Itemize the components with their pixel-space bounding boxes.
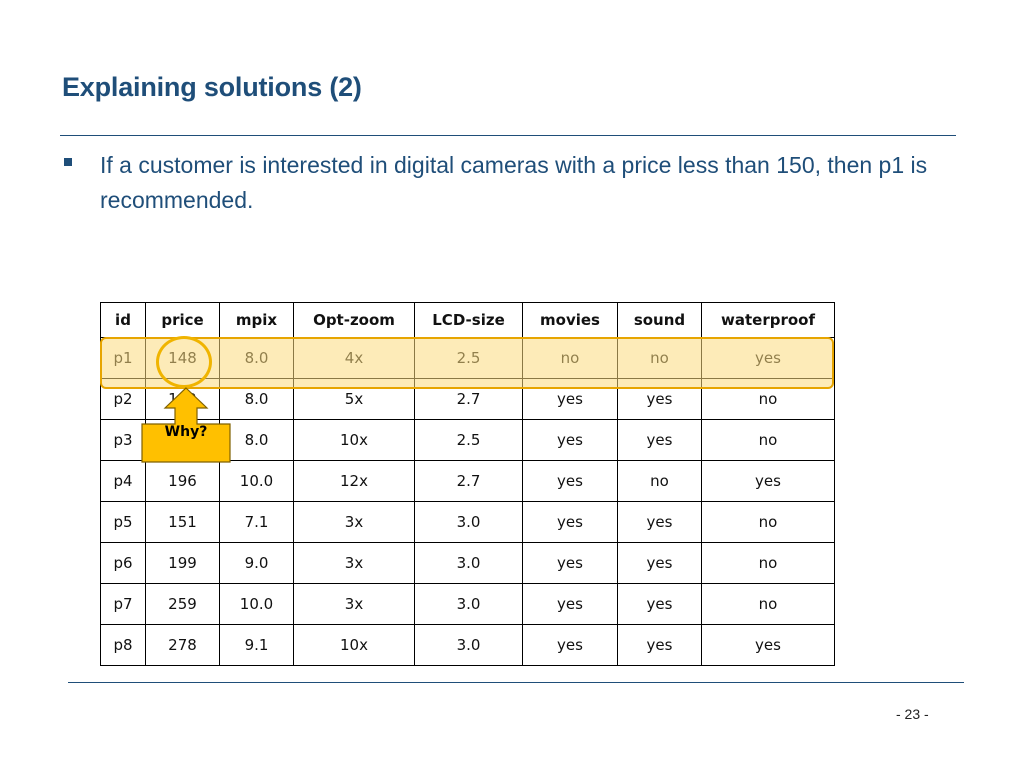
table-cell: 199: [145, 542, 220, 584]
header-mpix: mpix: [219, 302, 294, 338]
table-cell: 5x: [293, 378, 415, 420]
table-cell: no: [701, 378, 835, 420]
slide-title: Explaining solutions (2): [62, 72, 362, 102]
table-cell: 278: [145, 624, 220, 666]
table-cell: yes: [617, 378, 702, 420]
camera-table: id price mpix Opt-zoom LCD-size movies s…: [100, 302, 835, 666]
table-cell: yes: [617, 419, 702, 461]
table-cell: 3.0: [414, 501, 523, 543]
table-cell: 9.0: [219, 542, 294, 584]
header-movies: movies: [522, 302, 618, 338]
table-row: p6 199 9.0 3x 3.0 yes yes no: [100, 542, 835, 584]
table-cell: p5: [100, 501, 146, 543]
table-cell: 2.5: [414, 337, 523, 379]
title-divider: [60, 135, 956, 136]
table-cell: 9.1: [219, 624, 294, 666]
table-cell: 2.7: [414, 460, 523, 502]
why-callout-shape: [141, 387, 231, 463]
table-cell: yes: [617, 501, 702, 543]
table-cell: 3x: [293, 583, 415, 625]
table-cell: 3.0: [414, 542, 523, 584]
table-cell: 3.0: [414, 583, 523, 625]
table-cell: no: [701, 542, 835, 584]
table-cell: p6: [100, 542, 146, 584]
table-cell: no: [701, 419, 835, 461]
table-cell: 10x: [293, 624, 415, 666]
table-cell: yes: [701, 337, 835, 379]
table-header-row: id price mpix Opt-zoom LCD-size movies s…: [100, 302, 835, 338]
table-cell: 151: [145, 501, 220, 543]
table-row: p3 189 8.0 10x 2.5 yes yes no: [100, 419, 835, 461]
table-cell: p1: [100, 337, 146, 379]
table-cell: yes: [522, 583, 618, 625]
header-waterproof: waterproof: [701, 302, 835, 338]
header-id: id: [100, 302, 146, 338]
header-opt-zoom: Opt-zoom: [293, 302, 415, 338]
table-cell: 259: [145, 583, 220, 625]
table-cell: no: [617, 337, 702, 379]
table-row: p7 259 10.0 3x 3.0 yes yes no: [100, 583, 835, 625]
table-cell: 10x: [293, 419, 415, 461]
table-cell: 2.5: [414, 419, 523, 461]
why-callout-label: Why?: [164, 424, 208, 440]
header-lcd-size: LCD-size: [414, 302, 523, 338]
table-cell: no: [701, 583, 835, 625]
table-cell: yes: [617, 583, 702, 625]
table-cell: yes: [522, 419, 618, 461]
table-cell: yes: [522, 624, 618, 666]
table-cell: 3x: [293, 542, 415, 584]
table-cell: p7: [100, 583, 146, 625]
footer-divider: [68, 682, 964, 683]
table-cell: 12x: [293, 460, 415, 502]
table-cell: 3x: [293, 501, 415, 543]
table-row: p4 196 10.0 12x 2.7 yes no yes: [100, 460, 835, 502]
header-price: price: [145, 302, 220, 338]
table-cell: yes: [701, 460, 835, 502]
bullet-square-icon: [64, 158, 72, 166]
bullet-text: If a customer is interested in digital c…: [100, 152, 928, 213]
table-cell: 196: [145, 460, 220, 502]
table-cell: no: [617, 460, 702, 502]
table-cell: yes: [522, 460, 618, 502]
table-cell: 8.0: [219, 337, 294, 379]
table-cell: 3.0: [414, 624, 523, 666]
table-cell: yes: [522, 542, 618, 584]
why-callout-arrow: [141, 387, 231, 463]
table-row: p1 148 8.0 4x 2.5 no no yes: [100, 337, 835, 379]
table-row: p5 151 7.1 3x 3.0 yes yes no: [100, 501, 835, 543]
table-cell: yes: [617, 624, 702, 666]
table-cell: p2: [100, 378, 146, 420]
table-cell: 2.7: [414, 378, 523, 420]
table-cell: 7.1: [219, 501, 294, 543]
page-number: - 23 -: [896, 706, 929, 722]
table-cell: p8: [100, 624, 146, 666]
table-cell: no: [701, 501, 835, 543]
table-row: p8 278 9.1 10x 3.0 yes yes yes: [100, 624, 835, 666]
table-cell: 10.0: [219, 460, 294, 502]
table-cell: yes: [522, 501, 618, 543]
table-cell: yes: [617, 542, 702, 584]
table-cell: 4x: [293, 337, 415, 379]
table-cell: p4: [100, 460, 146, 502]
table-cell: p3: [100, 419, 146, 461]
table-cell: no: [522, 337, 618, 379]
table-cell: 148: [145, 337, 220, 379]
header-sound: sound: [617, 302, 702, 338]
table-cell: yes: [522, 378, 618, 420]
table-cell: 10.0: [219, 583, 294, 625]
table-cell: yes: [701, 624, 835, 666]
